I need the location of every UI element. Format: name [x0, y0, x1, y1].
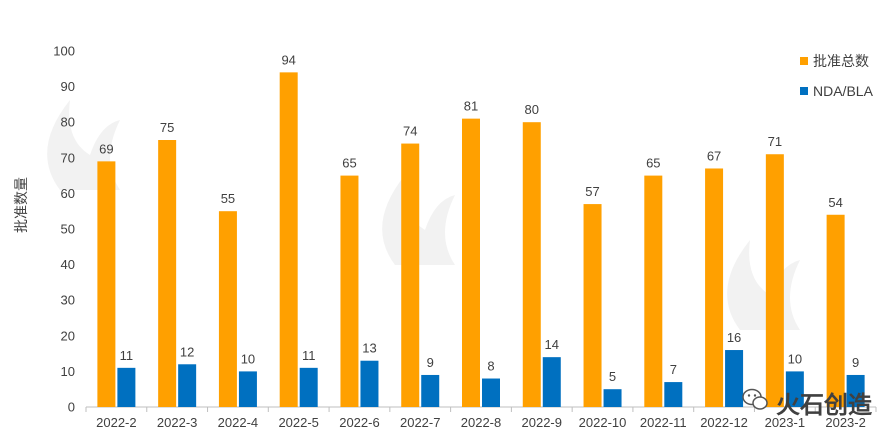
bar-nda-bla	[117, 367, 136, 407]
data-labels: 69 11 75 12 55 10 94 11 65 13 74 9 81 8 80 14 57 5 65 7 67 16…	[99, 52, 859, 384]
data-label-nda-bla: 11	[302, 348, 316, 363]
y-tick-label: 20	[61, 328, 75, 343]
watermark-flame-icon	[382, 175, 455, 265]
x-tick-label: 2023-1	[765, 415, 805, 430]
wechat-watermark: 火石创造	[742, 388, 872, 419]
bar-total	[583, 204, 602, 407]
bar-nda-bla	[785, 371, 804, 407]
bar-total	[401, 143, 420, 407]
y-tick-label: 60	[61, 186, 75, 201]
x-tick-label: 2022-10	[579, 415, 627, 430]
data-label-nda-bla: 11	[120, 348, 134, 363]
bar-nda-bla	[482, 378, 500, 407]
x-tick-label: 2022-11	[640, 415, 687, 430]
y-tick-label: 70	[61, 150, 75, 165]
data-label-total: 57	[585, 184, 599, 199]
y-tick-label: 100	[53, 44, 75, 59]
data-label-nda-bla: 12	[180, 344, 194, 359]
data-label-total: 67	[707, 148, 721, 163]
x-tick-label: 2023-2	[825, 415, 865, 430]
bar-total	[218, 211, 237, 407]
bar-total	[158, 140, 177, 407]
y-tick-label: 10	[61, 364, 75, 379]
data-label-nda-bla: 8	[487, 359, 494, 374]
bar-nda-bla	[846, 374, 865, 407]
data-label-total: 94	[281, 52, 295, 67]
x-tick-label: 2022-4	[218, 415, 258, 430]
data-label-nda-bla: 13	[362, 341, 376, 356]
data-label-nda-bla: 10	[241, 351, 255, 366]
bar-total	[279, 72, 298, 408]
data-label-total: 80	[525, 102, 539, 117]
data-label-total: 71	[768, 134, 782, 149]
bar-total	[97, 161, 116, 407]
x-tick-label: 2022-2	[96, 415, 136, 430]
data-label-nda-bla: 10	[788, 351, 802, 366]
wechat-icon	[742, 388, 768, 410]
legend-swatch	[800, 57, 808, 65]
bar-total	[705, 168, 724, 407]
bar-total	[340, 175, 359, 407]
bar-total	[522, 122, 541, 407]
x-tick-label: 2022-6	[339, 415, 379, 430]
y-tick-label: 0	[68, 400, 75, 415]
y-tick-label: 50	[61, 222, 75, 237]
legend-label: 批准总数	[813, 53, 869, 69]
y-axis: 0 10 20 30 40 50 60 70 80 90 100	[53, 44, 75, 415]
data-label-total: 55	[221, 191, 235, 206]
bars	[97, 72, 865, 408]
y-tick-label: 40	[61, 257, 75, 272]
data-label-total: 81	[464, 99, 478, 114]
x-tick-label: 2022-8	[461, 415, 501, 430]
data-label-nda-bla: 9	[427, 355, 434, 370]
data-label-total: 54	[828, 195, 842, 210]
bar-total	[644, 175, 663, 407]
data-label-nda-bla: 7	[670, 362, 677, 377]
bar-nda-bla	[664, 382, 683, 407]
x-tick-label: 2022-9	[522, 415, 562, 430]
legend-label: NDA/BLA	[813, 83, 874, 99]
x-axis: 2022-2 2022-3 2022-4 2022-5 2022-6 2022-7 2022…	[85, 406, 877, 430]
data-label-nda-bla: 14	[545, 337, 559, 352]
x-tick-label: 2022-5	[278, 415, 318, 430]
bar-nda-bla	[178, 364, 197, 407]
data-label-nda-bla: 5	[609, 369, 616, 384]
data-label-total: 74	[403, 124, 417, 139]
bar-nda-bla	[299, 367, 318, 407]
bar-nda-bla	[238, 371, 257, 407]
x-tick-label: 2022-7	[400, 415, 440, 430]
y-axis-label: 批准数量	[13, 177, 29, 233]
y-tick-label: 30	[61, 293, 75, 308]
bar-nda-bla	[542, 357, 561, 407]
data-label-nda-bla: 9	[852, 355, 859, 370]
data-label-total: 65	[342, 156, 356, 171]
legend-swatch	[800, 87, 808, 95]
x-tick-label: 2022-3	[157, 415, 197, 430]
data-label-nda-bla: 16	[727, 330, 741, 345]
legend: 批准总数 NDA/BLA	[800, 53, 874, 99]
bar-total	[765, 154, 784, 407]
bar-total	[462, 118, 480, 407]
bar-nda-bla	[725, 350, 744, 407]
watermark-text: 火石创造	[776, 392, 872, 419]
data-label-total: 75	[160, 120, 174, 135]
bar-total	[826, 214, 845, 407]
bar-nda-bla	[360, 360, 379, 407]
bar-nda-bla	[603, 389, 622, 407]
bar-nda-bla	[421, 374, 440, 407]
data-label-total: 65	[646, 156, 660, 171]
data-label-total: 69	[99, 141, 113, 156]
watermark-flame-icon	[727, 240, 800, 330]
x-tick-label: 2022-12	[700, 415, 748, 430]
y-tick-label: 90	[61, 79, 75, 94]
y-tick-label: 80	[61, 115, 75, 130]
